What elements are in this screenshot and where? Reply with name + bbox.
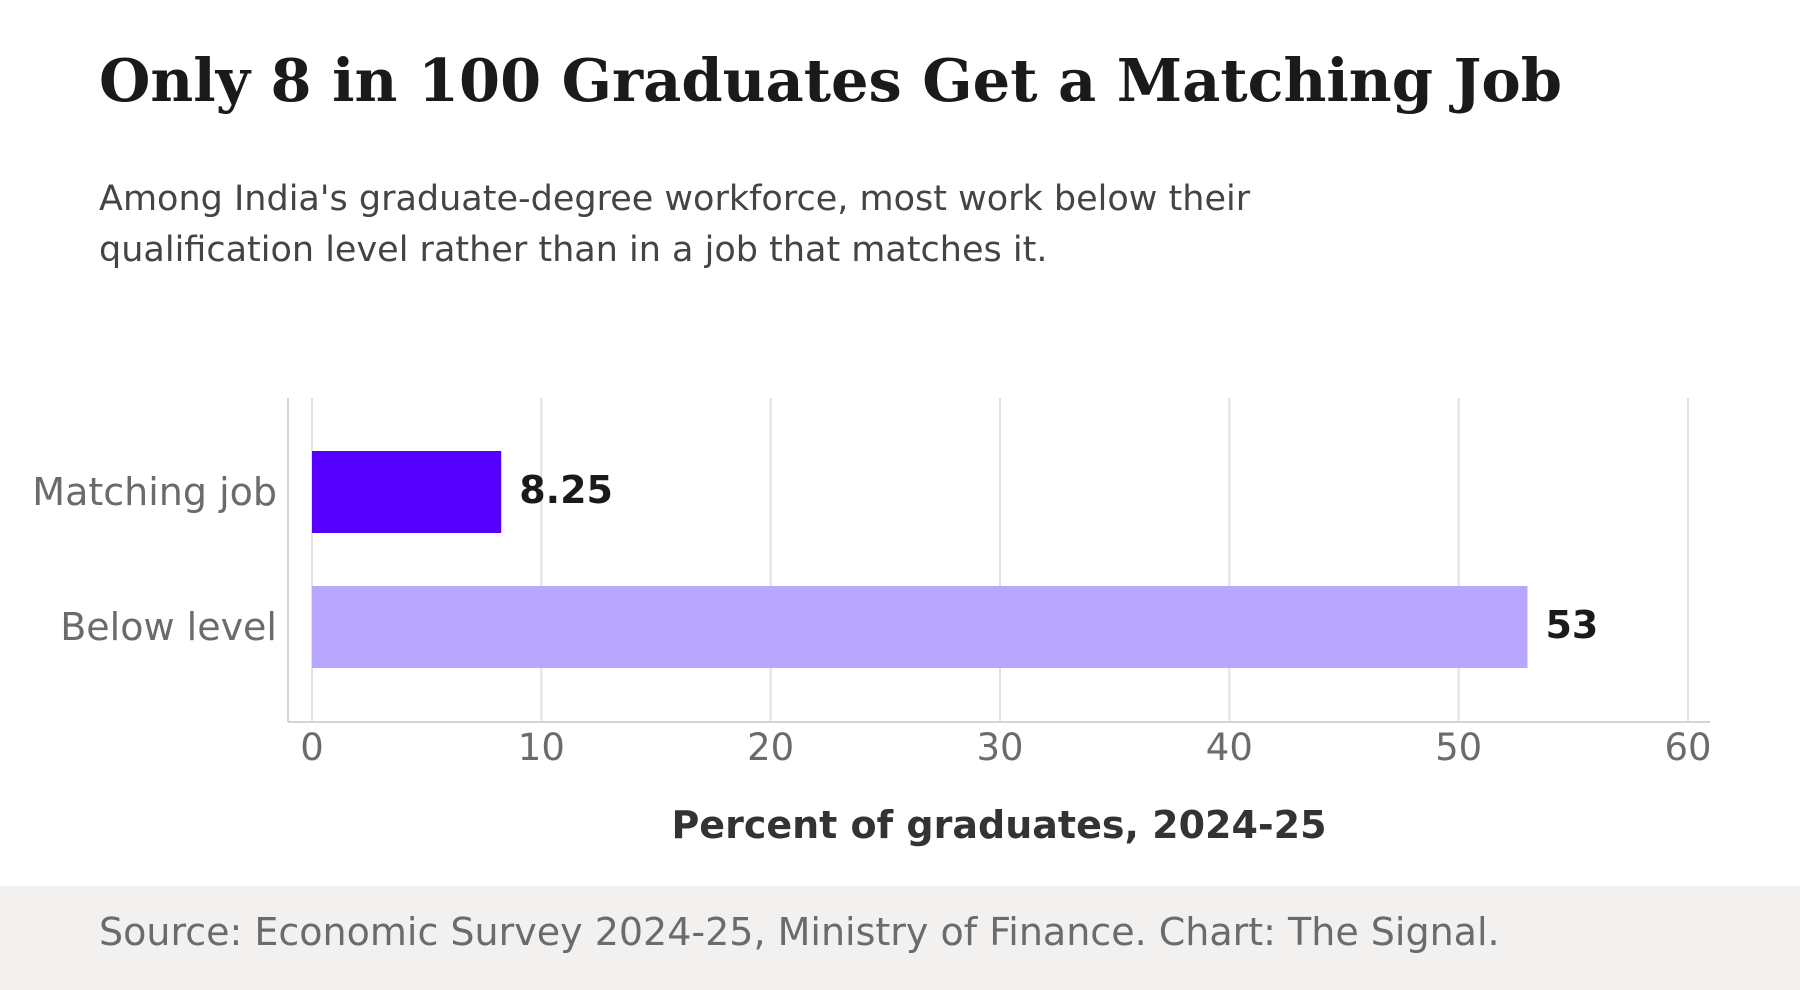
value-label: 53 — [1545, 603, 1598, 647]
x-tick-label: 20 — [747, 726, 794, 769]
x-tick-label: 40 — [1206, 726, 1253, 769]
category-label: Below level — [60, 605, 277, 649]
x-tick-label: 0 — [300, 726, 324, 769]
category-label: Matching job — [32, 470, 277, 514]
labels: Matching job 8.25 Below level 53 — [32, 468, 1598, 649]
x-tick-label: 10 — [518, 726, 565, 769]
bar — [312, 586, 1528, 668]
value-label: 8.25 — [519, 468, 613, 512]
chart-subtitle: Among India's graduate-degree workforce,… — [99, 179, 1251, 270]
source-note: Source: Economic Survey 2024-25, Ministr… — [99, 910, 1500, 954]
x-axis-title: Percent of graduates, 2024-25 — [671, 803, 1326, 847]
x-tick-label: 60 — [1664, 726, 1711, 769]
bar — [312, 451, 502, 533]
bar-chart: 0 10 20 30 40 50 60 Matching job 8.25 Below leve… — [32, 398, 1712, 847]
axes: 0 10 20 30 40 50 60 — [287, 398, 1712, 769]
x-tick-label: 50 — [1435, 726, 1482, 769]
x-tick-label: 30 — [976, 726, 1023, 769]
grid-lines — [311, 398, 1689, 722]
chart-title: Only 8 in 100 Graduates Get a Matching J… — [99, 46, 1563, 115]
footer-band — [0, 886, 1800, 990]
bars — [312, 451, 1528, 668]
